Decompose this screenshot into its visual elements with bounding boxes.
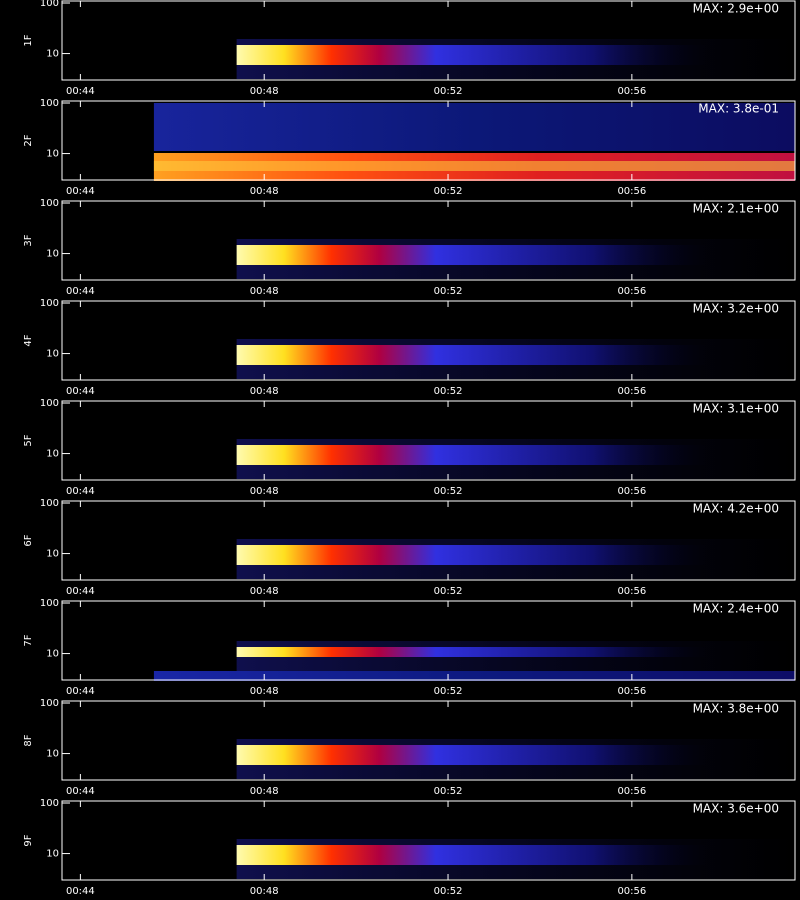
plot-frame — [61, 0, 796, 81]
x-tick-label: 00:56 — [617, 886, 646, 897]
y-tick-label: 10 — [46, 449, 59, 460]
y-tick-label: 100 — [40, 0, 59, 9]
x-tick-label: 00:52 — [434, 286, 463, 297]
y-tick-label: 100 — [40, 398, 59, 409]
heat-core — [236, 345, 712, 365]
plot-frame — [61, 200, 796, 281]
x-tick-label: 00:56 — [617, 386, 646, 397]
y-axis-label: 2F — [23, 134, 34, 146]
x-tick-label: 00:44 — [66, 486, 95, 497]
x-tick-label: 00:56 — [617, 686, 646, 697]
plot-frame — [61, 800, 796, 881]
x-tick-label: 00:52 — [434, 886, 463, 897]
x-tick-label: 00:44 — [66, 786, 95, 797]
y-tick-label: 100 — [40, 198, 59, 209]
plot-frame — [61, 400, 796, 481]
x-tick-label: 00:44 — [66, 86, 95, 97]
heat-core — [236, 45, 712, 65]
y-tick-label: 10 — [46, 749, 59, 760]
max-annotation: MAX: 3.1e+00 — [693, 402, 779, 416]
y-axis-label: 5F — [23, 434, 34, 446]
max-annotation: MAX: 2.9e+00 — [693, 2, 779, 16]
x-tick-label: 00:44 — [66, 386, 95, 397]
x-tick-label: 00:56 — [617, 486, 646, 497]
x-tick-label: 00:52 — [434, 686, 463, 697]
heat-core — [236, 445, 712, 465]
y-tick-label: 100 — [40, 498, 59, 509]
heat-band — [153, 161, 795, 171]
x-tick-label: 00:44 — [66, 186, 95, 197]
y-tick-label: 100 — [40, 98, 59, 109]
x-tick-label: 00:48 — [250, 286, 279, 297]
x-tick-label: 00:48 — [250, 786, 279, 797]
x-tick-label: 00:56 — [617, 586, 646, 597]
x-tick-label: 00:52 — [434, 586, 463, 597]
y-axis-label: 9F — [23, 834, 34, 846]
y-tick-label: 10 — [46, 849, 59, 860]
y-axis-label: 8F — [23, 734, 34, 746]
y-tick-label: 10 — [46, 249, 59, 260]
max-annotation: MAX: 4.2e+00 — [693, 502, 779, 516]
x-tick-label: 00:44 — [66, 586, 95, 597]
y-axis-label: 3F — [23, 234, 34, 246]
heat-core — [236, 245, 712, 265]
x-tick-label: 00:56 — [617, 86, 646, 97]
y-tick-label: 10 — [46, 649, 59, 660]
x-tick-label: 00:52 — [434, 486, 463, 497]
y-tick-label: 100 — [40, 298, 59, 309]
max-annotation: MAX: 3.6e+00 — [693, 802, 779, 816]
plot-frame — [61, 600, 796, 681]
y-axis-label: 7F — [23, 634, 34, 646]
y-tick-label: 10 — [46, 149, 59, 160]
x-tick-label: 00:52 — [434, 86, 463, 97]
heat-core — [236, 845, 712, 865]
x-tick-label: 00:52 — [434, 186, 463, 197]
y-axis-label: 4F — [23, 334, 34, 346]
max-annotation: MAX: 2.4e+00 — [693, 602, 779, 616]
heat-core — [236, 647, 712, 657]
x-tick-label: 00:48 — [250, 686, 279, 697]
y-tick-label: 100 — [40, 598, 59, 609]
x-tick-label: 00:48 — [250, 86, 279, 97]
plot-frame — [61, 700, 796, 781]
x-tick-label: 00:52 — [434, 386, 463, 397]
heat-band — [153, 103, 795, 151]
max-annotation: MAX: 3.2e+00 — [693, 302, 779, 316]
x-tick-label: 00:48 — [250, 186, 279, 197]
y-tick-label: 10 — [46, 349, 59, 360]
y-tick-label: 10 — [46, 49, 59, 60]
x-tick-label: 00:48 — [250, 386, 279, 397]
x-tick-label: 00:48 — [250, 886, 279, 897]
y-axis-label: 1F — [23, 34, 34, 46]
y-tick-label: 10 — [46, 549, 59, 560]
plot-frame — [61, 100, 796, 181]
y-axis-label: 6F — [23, 534, 34, 546]
plot-frame — [61, 300, 796, 381]
x-tick-label: 00:44 — [66, 886, 95, 897]
x-tick-label: 00:52 — [434, 786, 463, 797]
max-annotation: MAX: 2.1e+00 — [693, 202, 779, 216]
heat-core — [236, 745, 712, 765]
x-tick-label: 00:56 — [617, 786, 646, 797]
heat-core — [236, 545, 712, 565]
plot-frame — [61, 500, 796, 581]
max-annotation: MAX: 3.8e+00 — [693, 702, 779, 716]
x-tick-label: 00:44 — [66, 286, 95, 297]
x-tick-label: 00:44 — [66, 686, 95, 697]
y-tick-label: 100 — [40, 798, 59, 809]
x-tick-label: 00:56 — [617, 286, 646, 297]
x-tick-label: 00:56 — [617, 186, 646, 197]
x-tick-label: 00:48 — [250, 586, 279, 597]
x-tick-label: 00:48 — [250, 486, 279, 497]
y-tick-label: 100 — [40, 698, 59, 709]
heat-band — [153, 671, 795, 681]
max-annotation: MAX: 3.8e-01 — [698, 102, 779, 116]
